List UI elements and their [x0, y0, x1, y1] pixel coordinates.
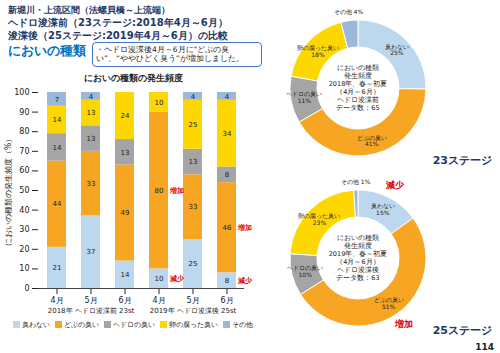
svg-text:2018年 ヘドロ浚渫前 23st: 2018年 ヘドロ浚渫前 23st	[48, 307, 135, 315]
svg-text:70: 70	[19, 147, 29, 156]
html-text:においの種類の発生頻度: においの種類の発生頻度	[83, 73, 183, 83]
svg-text:においの種類発生頻度2018年、春～初夏（4月～6月）ヘドロ: においの種類発生頻度2018年、春～初夏（4月～6月）ヘドロ浚渫前データ数：65	[329, 64, 388, 112]
html-text:どぶの臭い: どぶの臭い	[64, 321, 99, 329]
svg-text:6月: 6月	[118, 296, 131, 305]
svg-text:20: 20	[19, 245, 29, 254]
svg-text:臭わない15%: 臭わない15%	[371, 202, 395, 216]
svg-text:30: 30	[19, 225, 29, 234]
svg-text:34: 34	[223, 130, 232, 138]
svg-text:13: 13	[87, 109, 96, 117]
svg-text:13: 13	[189, 158, 198, 166]
html-text:ヘドロ浚渫前（23ステージ:2018年4月～6月）: ヘドロ浚渫前（23ステージ:2018年4月～6月）	[8, 17, 228, 28]
html-text:・ヘドロ浚渫後4月～6月に“どぶの臭い”、“ややひどく臭う”: ・ヘドロ浚渫後4月～6月に“どぶの臭い”、“ややひどく臭う”が増加しました。	[96, 45, 244, 64]
svg-text:80: 80	[19, 127, 29, 136]
svg-text:4月: 4月	[50, 296, 63, 305]
svg-text:7: 7	[55, 96, 59, 104]
html-text:ヘドロの臭い: ヘドロの臭い	[113, 321, 155, 329]
svg-text:4: 4	[89, 93, 94, 101]
svg-text:0: 0	[24, 284, 29, 293]
svg-text:13: 13	[121, 149, 130, 157]
svg-text:臭わない25%: 臭わない25%	[385, 43, 409, 57]
html-text:卵の腐った臭い: 卵の腐った臭い	[169, 321, 218, 329]
html-text:その他: その他	[232, 321, 253, 329]
svg-text:卵の腐った臭い18%: 卵の腐った臭い18%	[297, 44, 339, 58]
svg-text:その他 1%: その他 1%	[341, 178, 371, 186]
svg-text:80: 80	[155, 187, 164, 195]
svg-text:40: 40	[19, 206, 29, 215]
html-text:浚渫後（25ステージ:2019年4月～6月）の比較: 浚渫後（25ステージ:2019年4月～6月）の比較	[8, 30, 228, 41]
svg-text:増加: 増加	[237, 223, 252, 232]
html-text:臭わない: 臭わない	[22, 321, 50, 329]
svg-text:どぶの臭い51%: どぶの臭い51%	[374, 296, 404, 310]
svg-text:8: 8	[225, 277, 229, 285]
svg-text:60: 60	[19, 166, 29, 175]
svg-text:10: 10	[19, 264, 29, 273]
svg-text:減少: 減少	[169, 275, 185, 283]
html-text:114: 114	[475, 342, 494, 352]
svg-text:6月: 6月	[220, 296, 233, 305]
svg-text:100: 100	[14, 88, 29, 97]
svg-text:卵の腐った臭い23%: 卵の腐った臭い23%	[298, 212, 340, 226]
svg-text:14: 14	[53, 144, 62, 152]
svg-text:13: 13	[87, 135, 96, 143]
svg-text:どぶの臭い41%: どぶの臭い41%	[357, 134, 387, 148]
svg-text:減少: 減少	[237, 277, 253, 285]
svg-text:4: 4	[191, 93, 196, 101]
svg-text:減少: 減少	[385, 180, 405, 190]
svg-text:5月: 5月	[186, 296, 199, 305]
svg-text:ヘドロの臭い11%: ヘドロの臭い11%	[286, 90, 322, 104]
svg-text:10: 10	[155, 275, 164, 283]
svg-text:14: 14	[53, 116, 62, 124]
svg-text:4月: 4月	[152, 296, 165, 305]
svg-text:増加: 増加	[169, 186, 184, 195]
svg-text:50: 50	[19, 186, 29, 195]
html-text:においの種類: においの種類	[8, 43, 86, 58]
svg-text:においの種類の発生頻度（%）: においの種類の発生頻度（%）	[4, 135, 13, 247]
svg-text:10: 10	[155, 99, 164, 107]
svg-text:33: 33	[189, 203, 198, 211]
svg-text:25ステージ: 25ステージ	[433, 324, 492, 337]
svg-text:37: 37	[87, 248, 96, 256]
svg-text:ヘドロの臭い10%: ヘドロの臭い10%	[287, 264, 323, 278]
svg-text:5月: 5月	[84, 296, 97, 305]
svg-text:その他 4%: その他 4%	[334, 8, 364, 16]
svg-text:33: 33	[87, 180, 96, 188]
svg-text:44: 44	[53, 200, 62, 208]
html-text:新堀川・上流区間（法螺貝橋～上流端）: 新堀川・上流区間（法螺貝橋～上流端）	[8, 5, 170, 15]
svg-text:14: 14	[121, 271, 130, 279]
svg-text:増加: 増加	[394, 318, 413, 329]
svg-text:24: 24	[121, 112, 130, 120]
svg-text:23ステージ: 23ステージ	[433, 154, 492, 167]
svg-text:46: 46	[223, 224, 232, 232]
svg-text:8: 8	[225, 171, 229, 179]
svg-text:2019年 ヘドロ浚渫後 25st: 2019年 ヘドロ浚渫後 25st	[150, 307, 237, 315]
svg-text:90: 90	[19, 108, 29, 117]
svg-text:4: 4	[225, 93, 230, 101]
svg-text:25: 25	[189, 260, 198, 268]
svg-text:においの種類発生頻度2019年、春～初夏（4月～6月）ヘドロ: においの種類発生頻度2019年、春～初夏（4月～6月）ヘドロ浚渫後データ数：63	[329, 234, 388, 282]
svg-text:21: 21	[53, 264, 62, 272]
svg-text:49: 49	[121, 209, 130, 217]
svg-text:25: 25	[189, 121, 198, 129]
